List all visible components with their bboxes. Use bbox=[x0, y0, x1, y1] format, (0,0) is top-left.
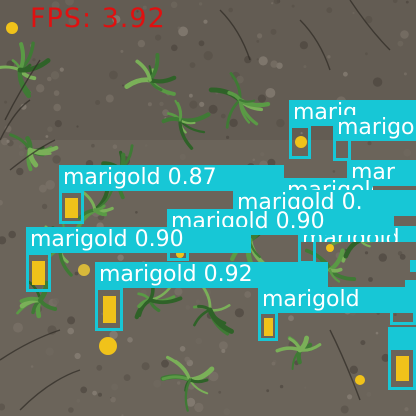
detection-label: marigold 0.87 bbox=[59, 165, 284, 191]
marigold-flower-icon bbox=[264, 318, 273, 336]
detection-score: 0. bbox=[341, 190, 363, 215]
detection-class: marigold bbox=[63, 165, 161, 190]
detection-box bbox=[26, 252, 51, 292]
fps-counter: FPS: 3.92 bbox=[30, 3, 166, 34]
detection-class: marigold bbox=[99, 262, 197, 287]
detection-box bbox=[95, 287, 123, 331]
detection-box bbox=[388, 347, 416, 390]
detection-label bbox=[388, 327, 416, 347]
detection-score: 0.92 bbox=[203, 262, 253, 287]
detection-box bbox=[59, 190, 84, 224]
marigold-flower-icon bbox=[103, 296, 116, 323]
marigold-flower-icon bbox=[32, 261, 45, 285]
detection-box bbox=[258, 311, 278, 341]
detection-class: marigold bbox=[262, 287, 360, 312]
detection-class: marigold bbox=[337, 115, 416, 140]
marigold-flower-icon bbox=[396, 356, 409, 381]
marigold-flower-icon bbox=[65, 198, 78, 218]
detection-label: marigold bbox=[258, 287, 416, 313]
detection-score: 0.87 bbox=[167, 165, 217, 190]
detection-score: 0.90 bbox=[275, 209, 325, 234]
detection-label: marigold 0.92 bbox=[95, 262, 328, 288]
detection-box bbox=[289, 125, 311, 159]
detection-score: 0.90 bbox=[134, 227, 184, 252]
detection-label bbox=[410, 260, 416, 272]
detection-class: marigold bbox=[30, 227, 128, 252]
detection-label: marigold bbox=[333, 115, 416, 141]
detection-label: marigold 0.90 bbox=[26, 227, 251, 253]
marigold-flower-icon bbox=[295, 136, 307, 148]
detection-box bbox=[390, 307, 416, 325]
detection-label bbox=[405, 280, 416, 294]
